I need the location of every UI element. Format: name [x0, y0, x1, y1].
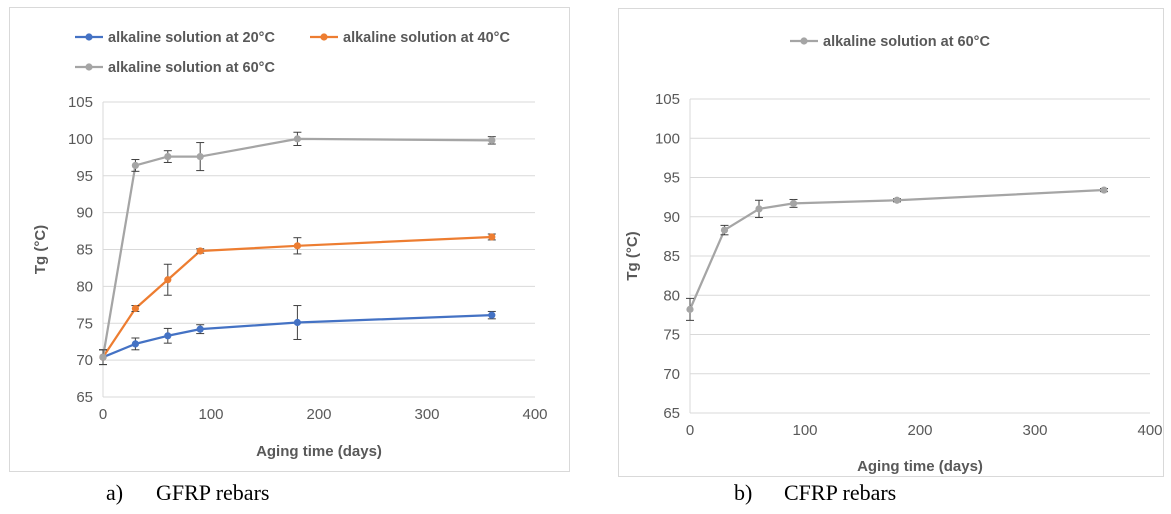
legend-label: alkaline solution at 40°C [343, 30, 510, 46]
data-point [131, 304, 139, 313]
y-tick-label: 105 [655, 91, 680, 108]
x-tick-label: 100 [792, 422, 817, 439]
y-tick-label: 100 [655, 130, 680, 147]
data-point [131, 161, 139, 170]
data-point [755, 205, 763, 213]
series-line [688, 188, 1105, 310]
x-tick-label: 300 [414, 406, 439, 423]
data-point [893, 196, 901, 204]
x-tick-label: 0 [686, 422, 694, 439]
x-tick-label: 200 [306, 406, 331, 423]
x-tick-label: 400 [522, 406, 547, 423]
y-tick-label: 85 [76, 242, 93, 259]
legend-marker [800, 37, 808, 45]
series-line [102, 235, 492, 358]
data-point [196, 152, 204, 161]
y-axis-title: Tg (°C) [32, 225, 49, 274]
y-tick-label: 100 [68, 131, 93, 148]
x-axis-title: Aging time (days) [256, 443, 382, 460]
legend-entry: alkaline solution at 60°C [75, 60, 275, 76]
y-tick-label: 95 [663, 170, 680, 187]
chart-panel-cfrp [618, 8, 1164, 477]
legend-label: alkaline solution at 20°C [108, 30, 275, 46]
data-point [720, 226, 729, 234]
caption-text: GFRP rebars [156, 480, 270, 505]
legend-label: alkaline solution at 60°C [108, 60, 275, 76]
series-line [102, 314, 492, 359]
data-point [164, 152, 172, 161]
legend-marker [85, 33, 93, 41]
y-tick-label: 70 [663, 366, 680, 383]
caption-cfrp: b) CFRP rebars [734, 480, 896, 506]
x-tick-label: 400 [1137, 422, 1162, 439]
caption-text: CFRP rebars [784, 480, 897, 505]
series-1 [686, 186, 1108, 321]
y-tick-label: 80 [663, 287, 680, 304]
y-tick-label: 75 [663, 327, 680, 344]
series-3 [99, 131, 496, 366]
data-point [686, 305, 694, 313]
series-1 [99, 305, 496, 366]
y-axis-title: Tg (°C) [624, 231, 641, 280]
data-point [488, 136, 496, 144]
legend-entry: alkaline solution at 20°C [75, 30, 275, 46]
data-point [789, 199, 798, 208]
y-tick-label: 65 [663, 405, 680, 422]
data-point [1100, 186, 1108, 194]
y-tick-label: 80 [76, 278, 93, 295]
caption-letter: a) [106, 480, 124, 505]
data-point [196, 325, 204, 333]
x-axis-title: Aging time (days) [857, 458, 983, 475]
y-tick-label: 85 [663, 248, 680, 265]
data-point [164, 276, 172, 284]
legend-entry: alkaline solution at 40°C [310, 30, 510, 46]
data-point [131, 340, 139, 348]
y-tick-label: 90 [76, 205, 93, 222]
x-tick-label: 300 [1022, 422, 1047, 439]
legend-marker [85, 63, 93, 71]
data-point [293, 135, 301, 143]
data-point [293, 318, 301, 327]
data-point [164, 332, 172, 340]
x-tick-label: 0 [99, 406, 107, 423]
y-tick-label: 65 [76, 389, 93, 406]
legend-label: alkaline solution at 60°C [823, 34, 990, 50]
x-tick-label: 100 [198, 406, 223, 423]
data-point [488, 233, 496, 241]
y-tick-label: 90 [663, 209, 680, 226]
x-tick-label: 200 [907, 422, 932, 439]
caption-gfrp: a) GFRP rebars [106, 480, 269, 506]
y-tick-label: 70 [76, 352, 93, 369]
legend-marker [320, 33, 328, 41]
y-tick-label: 105 [68, 94, 93, 111]
legend-entry: alkaline solution at 60°C [790, 34, 990, 50]
series-line [101, 137, 492, 358]
caption-letter: b) [734, 480, 753, 505]
chart-cfrp: 65 70 75 80 85 90 95 100 105 0 100 200 300 400 Aging t… [624, 34, 1163, 475]
data-point [196, 247, 204, 255]
data-point [99, 353, 107, 361]
chart-gfrp: 65 70 75 80 85 90 95 100 105 0 100 200 300 400 Aging t… [32, 30, 548, 460]
y-tick-label: 95 [76, 168, 93, 185]
data-point [293, 242, 301, 250]
data-point [488, 311, 496, 319]
series-2 [99, 233, 496, 366]
y-tick-label: 75 [76, 315, 93, 332]
